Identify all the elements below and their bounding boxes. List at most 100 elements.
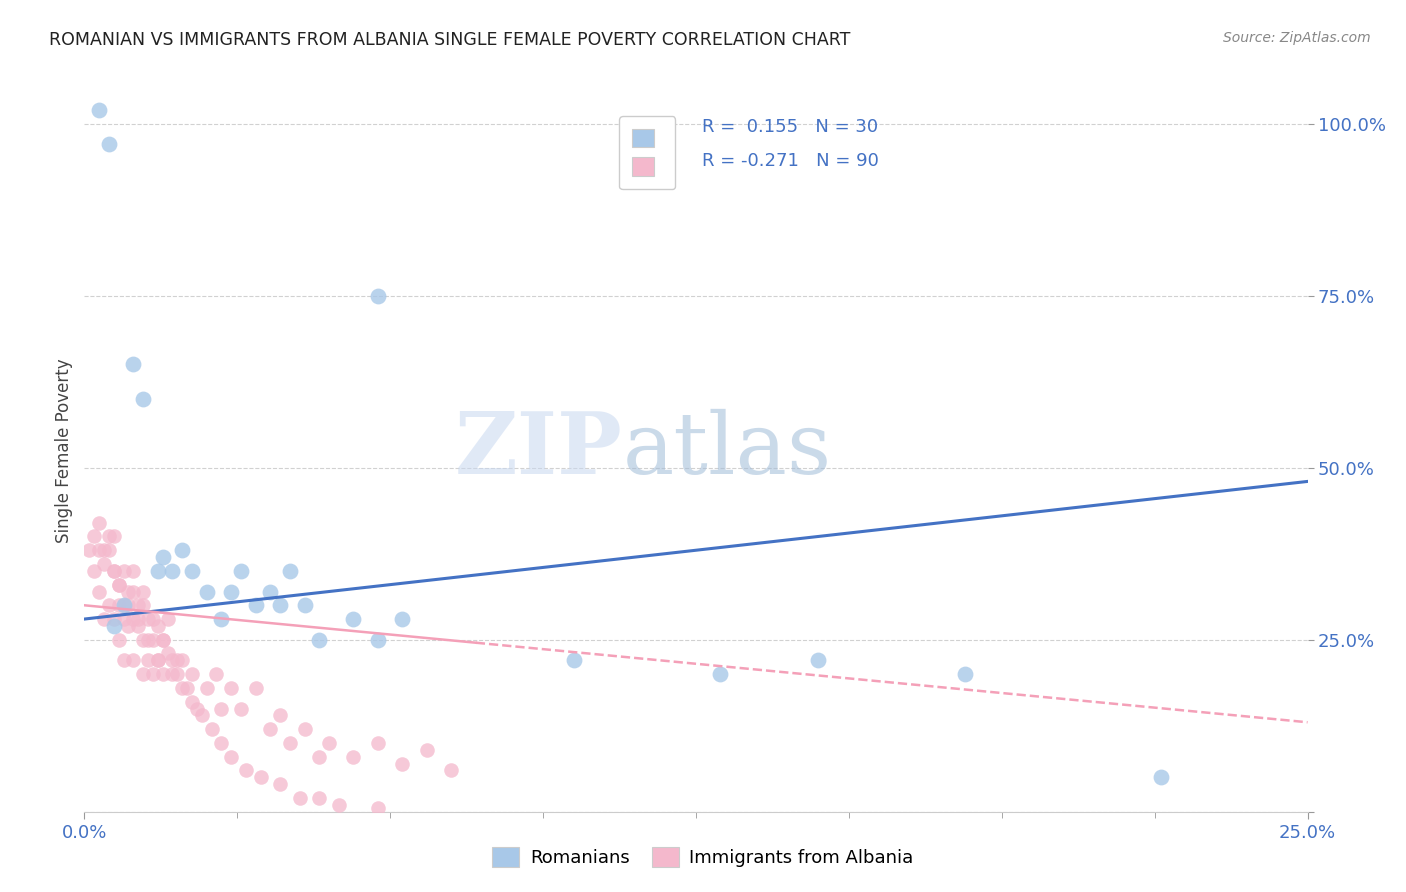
Point [122, 584, 145, 599]
Point [87, 103, 110, 117]
Point [103, 564, 125, 578]
Point [219, 584, 242, 599]
Point [195, 584, 218, 599]
Point [367, 632, 389, 647]
Point [152, 632, 174, 647]
Point [181, 695, 204, 709]
Point [245, 599, 267, 613]
Point [132, 632, 155, 647]
Point [103, 612, 125, 626]
Point [132, 667, 155, 681]
Point [122, 653, 145, 667]
Point [195, 681, 218, 695]
Point [97, 599, 120, 613]
Point [162, 667, 184, 681]
Point [103, 564, 125, 578]
Point [209, 612, 232, 626]
Point [328, 797, 350, 812]
Point [107, 577, 129, 591]
Point [367, 736, 389, 750]
Point [142, 667, 165, 681]
Point [122, 612, 145, 626]
Point [391, 756, 413, 771]
Text: R = -0.271   N = 90: R = -0.271 N = 90 [702, 153, 879, 170]
Point [235, 764, 257, 778]
Point [142, 612, 165, 626]
Point [166, 667, 188, 681]
Point [172, 681, 194, 695]
Point [107, 632, 129, 647]
Point [127, 619, 149, 633]
Point [103, 529, 125, 543]
Point [318, 736, 340, 750]
Point [127, 599, 149, 613]
Text: ZIP: ZIP [454, 409, 623, 492]
Point [97, 529, 120, 543]
Y-axis label: Single Female Poverty: Single Female Poverty [55, 359, 73, 542]
Point [172, 543, 194, 558]
Point [342, 612, 364, 626]
Point [219, 749, 242, 764]
Point [117, 584, 139, 599]
Point [112, 564, 135, 578]
Point [288, 791, 311, 805]
Point [112, 599, 135, 613]
Point [440, 764, 463, 778]
Point [77, 543, 100, 558]
Point [219, 681, 242, 695]
Point [87, 516, 110, 530]
Point [132, 584, 155, 599]
Point [391, 612, 413, 626]
Point [269, 777, 291, 791]
Point [269, 708, 291, 723]
Point [156, 612, 179, 626]
Point [162, 564, 184, 578]
Point [181, 564, 204, 578]
Point [136, 632, 159, 647]
Point [132, 599, 155, 613]
Point [308, 749, 330, 764]
Point [87, 543, 110, 558]
Point [146, 564, 169, 578]
Point [200, 722, 222, 736]
Text: R =  0.155   N = 30: R = 0.155 N = 30 [702, 119, 879, 136]
Point [416, 743, 439, 757]
Point [142, 632, 165, 647]
Point [83, 529, 105, 543]
Point [122, 358, 145, 372]
Point [122, 564, 145, 578]
Point [156, 647, 179, 661]
Point [93, 557, 115, 571]
Point [191, 708, 214, 723]
Point [97, 137, 120, 152]
Point [278, 564, 301, 578]
Point [278, 736, 301, 750]
Point [93, 612, 115, 626]
Point [807, 653, 830, 667]
Text: Source: ZipAtlas.com: Source: ZipAtlas.com [1223, 31, 1371, 45]
Point [166, 653, 188, 667]
Point [97, 543, 120, 558]
Point [367, 801, 389, 815]
Point [172, 653, 194, 667]
Point [93, 543, 115, 558]
Point [229, 701, 252, 715]
Point [308, 632, 330, 647]
Point [229, 564, 252, 578]
Point [132, 392, 155, 406]
Text: atlas: atlas [623, 409, 832, 492]
Point [181, 667, 204, 681]
Point [162, 653, 184, 667]
Point [117, 619, 139, 633]
Point [146, 653, 169, 667]
Point [342, 749, 364, 764]
Point [953, 667, 976, 681]
Point [146, 619, 169, 633]
Point [117, 599, 139, 613]
Point [245, 681, 267, 695]
Point [176, 681, 198, 695]
Point [103, 619, 125, 633]
Point [136, 653, 159, 667]
Point [367, 288, 389, 302]
Point [259, 722, 281, 736]
